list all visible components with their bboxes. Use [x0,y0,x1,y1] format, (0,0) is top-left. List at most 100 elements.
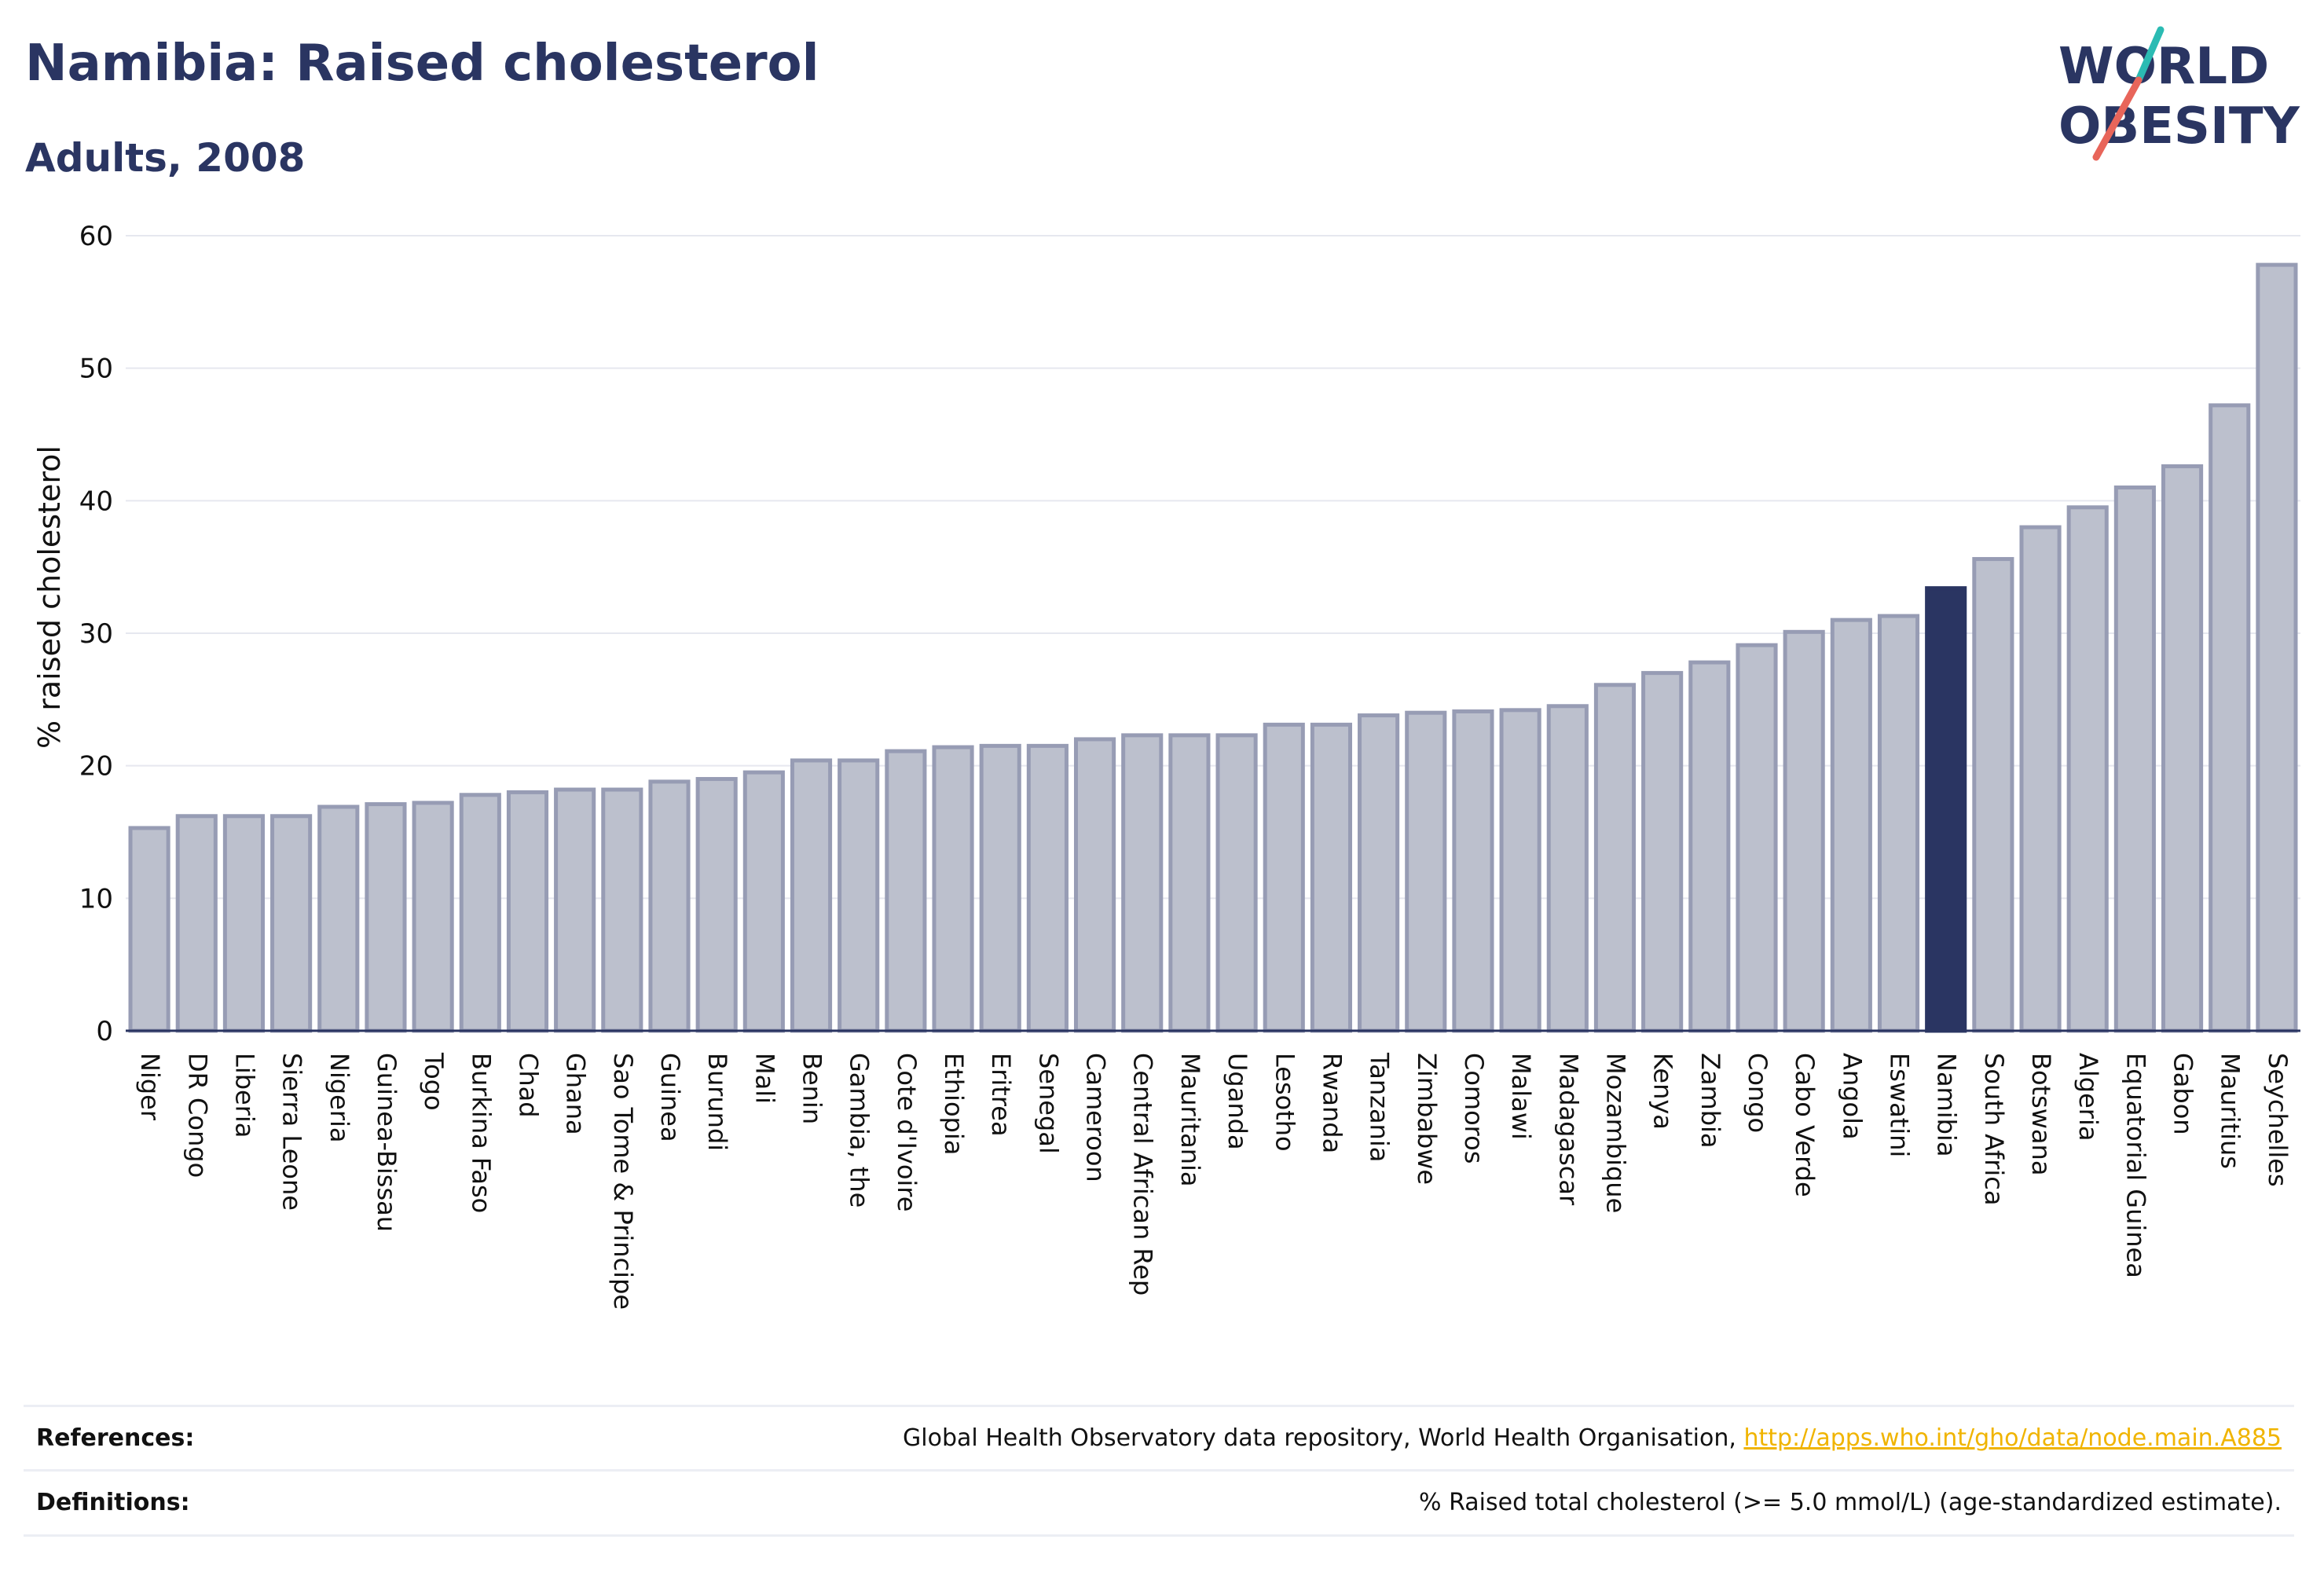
y-tick-label: 0 [96,1016,113,1047]
x-tick-label: DR Congo [182,1053,212,1178]
x-tick-label: Cabo Verde [1790,1053,1820,1197]
bar [2256,262,2298,1033]
x-tick-label: Cameroon [1081,1053,1111,1182]
x-tick-label: Seychelles [2263,1053,2293,1187]
bar [1452,709,1494,1033]
x-tick-label: Lesotho [1270,1053,1299,1152]
y-tick-label: 50 [79,354,113,385]
bar [1121,733,1164,1033]
bar [317,804,360,1033]
y-tick-label: 10 [79,883,113,914]
x-tick-label: Togo [419,1052,449,1111]
x-tick-label: Benin [797,1053,827,1124]
x-tick-label: Sierra Leone [277,1053,307,1211]
bar [601,787,643,1033]
bar [838,758,880,1033]
bar [648,779,691,1033]
bar [1358,713,1400,1033]
bar [2066,505,2109,1033]
logo-slash-red [2092,76,2143,161]
bar [1263,722,1305,1033]
x-tick-label: Central African Rep [1128,1053,1158,1296]
bar [459,793,501,1033]
x-tick-label: Ethiopia [939,1053,969,1155]
x-tick-label: Mauritania [1175,1053,1205,1186]
chart-title: Namibia: Raised cholesterol [25,35,819,93]
bar [979,743,1021,1033]
bar [506,790,549,1033]
bar [1215,733,1258,1033]
x-tick-label: Guinea [655,1053,685,1142]
x-tick-label: Niger [135,1053,165,1121]
x-tick-label: Cote d'Ivoire [892,1053,922,1211]
x-tick-label: Mali [750,1053,779,1104]
x-tick-label: Nigeria [324,1053,354,1142]
bar [1593,683,1637,1033]
bar [2019,525,2062,1033]
references-label: References: [36,1424,195,1452]
x-tick-label: Eswatini [1885,1053,1915,1157]
references-text: Global Health Observatory data repositor… [903,1424,2282,1452]
bar [412,801,454,1033]
x-tick-label: Guinea-Bissau [372,1053,401,1232]
definitions-row: Definitions: % Raised total cholesterol … [24,1469,2294,1537]
chart-subtitle: Adults, 2008 [25,135,306,181]
bar [2161,464,2204,1033]
x-tick-label: Chad [513,1053,543,1118]
bar [554,787,596,1033]
definitions-label: Definitions: [36,1489,190,1516]
world-obesity-logo: WORLD OBESITY [2058,26,2300,161]
x-tick-label: Uganda [1222,1053,1252,1150]
x-tick-label: Zambia [1695,1053,1725,1149]
x-tick-label: Kenya [1648,1053,1678,1130]
y-tick-label: 60 [79,221,113,252]
y-tick-label: 20 [79,751,113,783]
x-tick-label: Liberia [229,1053,259,1138]
bar [1026,743,1069,1033]
bar [1972,557,2014,1033]
references-source: Global Health Observatory data repositor… [903,1424,1744,1452]
x-tick-label: Burkina Faso [466,1053,496,1213]
bar [1310,722,1353,1033]
bar [885,749,927,1033]
bar [1499,708,1541,1033]
x-tick-label: Namibia [1932,1053,1962,1156]
x-tick-label: Mauritius [2216,1053,2245,1169]
references-row: References: Global Health Observatory da… [24,1405,2294,1470]
bar [365,802,407,1033]
x-tick-label: South Africa [1979,1053,2009,1205]
bar [1641,671,1684,1033]
bar [790,758,833,1033]
axes: 0 10 20 30 40 50 60 Niger DR Congo Liberia Sierra … [79,221,2300,1310]
bar [128,826,170,1033]
x-tick-label: Rwanda [1317,1053,1347,1153]
x-tick-label: Malawi [1506,1053,1536,1140]
x-tick-label: Zimbabwe [1412,1053,1442,1185]
x-tick-label: Congo [1743,1053,1772,1133]
bar [1688,660,1731,1033]
bar [175,814,218,1033]
bar [742,770,785,1033]
x-tick-label: Comoros [1459,1053,1489,1164]
y-tick-label: 40 [79,486,113,517]
x-tick-label: Algeria [2073,1053,2103,1141]
bar-chart: 0 10 20 30 40 50 60 Niger DR Congo Liberia Sierra … [32,221,2300,1310]
references-link[interactable]: http://apps.who.int/gho/data/node.main.A… [1743,1424,2282,1452]
x-tick-label: Ghana [561,1053,591,1135]
x-tick-label: Tanzania [1365,1052,1395,1162]
x-tick-label: Burundi [702,1053,732,1151]
bar [270,814,313,1033]
bar [222,814,266,1033]
bars [128,262,2298,1033]
bar [1405,710,1447,1033]
x-tick-label: Angola [1837,1053,1867,1140]
x-tick-label: Gambia, the [845,1053,874,1208]
definitions-text: % Raised total cholesterol (>= 5.0 mmol/… [1419,1489,2282,1516]
x-tick-label: Mozambique [1600,1053,1630,1213]
x-tick-label: Eritrea [986,1053,1016,1137]
bar [2113,485,2156,1033]
logo-slash-teal [2135,26,2165,84]
bar [695,777,738,1033]
bar [932,745,974,1033]
logo-line-1: WORLD [2058,38,2269,96]
